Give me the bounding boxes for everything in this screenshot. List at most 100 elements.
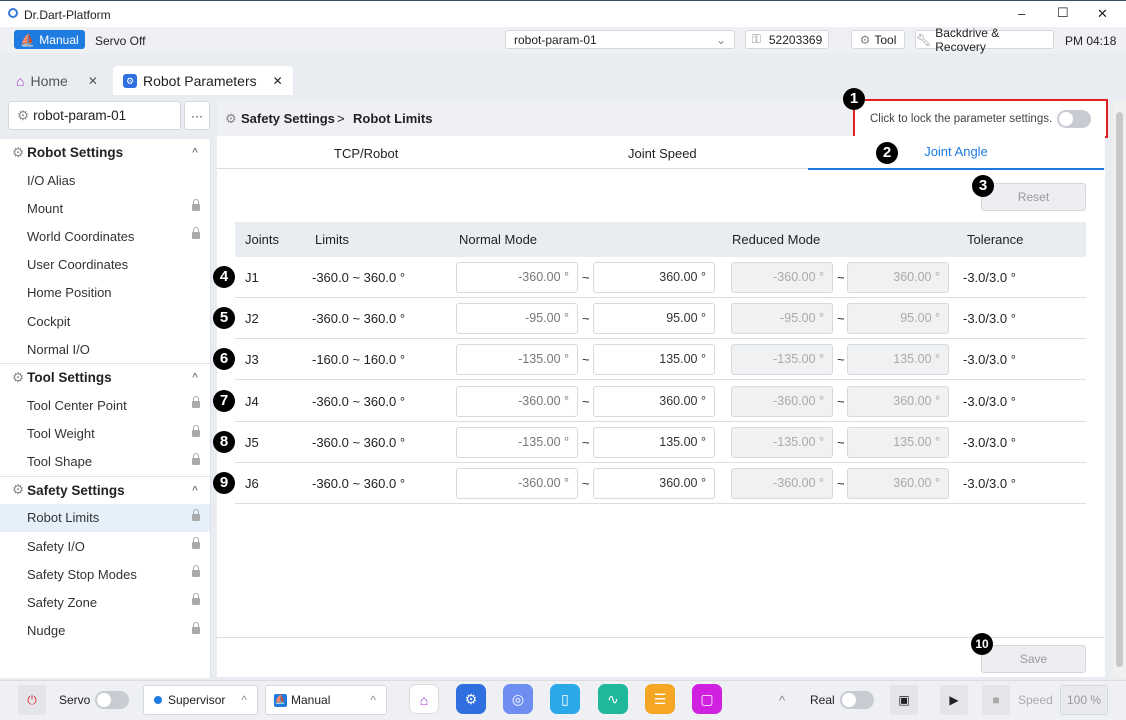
header-joints: Joints: [245, 232, 279, 247]
speed-field[interactable]: 100 %: [1060, 685, 1108, 715]
reduced-max-input[interactable]: 360.00 °: [847, 262, 949, 293]
3d-view-button[interactable]: ▣: [890, 685, 918, 715]
lock-icon: [192, 199, 200, 212]
sidebar-section[interactable]: ⚙ Tool Settings ^: [0, 363, 210, 391]
sidebar-item[interactable]: Home Position: [0, 279, 210, 307]
tool-button[interactable]: ⚙ Tool: [851, 30, 905, 49]
stop-button[interactable]: ■: [982, 685, 1010, 715]
reduced-max-input[interactable]: 360.00 °: [847, 385, 949, 417]
range-separator: ~: [582, 476, 590, 491]
sidebar-section[interactable]: ⚙ Robot Settings ^: [0, 138, 210, 166]
reduced-min-input[interactable]: -360.00 °: [731, 468, 833, 499]
sidebar-item[interactable]: Tool Shape: [0, 448, 210, 476]
normal-max-input[interactable]: 360.00 °: [593, 385, 715, 417]
subtab-tcp-robot[interactable]: TCP/Robot: [334, 146, 399, 161]
sidebar-item[interactable]: Normal I/O: [0, 335, 210, 363]
section-title: Tool Settings: [27, 370, 112, 386]
save-button[interactable]: Save: [981, 645, 1086, 673]
reset-button[interactable]: Reset: [981, 183, 1086, 211]
normal-min-input[interactable]: -95.00 °: [456, 303, 578, 335]
section-title: Robot Settings: [27, 145, 124, 160]
normal-max-input[interactable]: 135.00 °: [593, 344, 715, 376]
more-button[interactable]: ···: [184, 101, 210, 130]
lock-icon: [192, 593, 200, 606]
reduced-min-input[interactable]: -360.00 °: [731, 385, 833, 417]
close-tab-icon[interactable]: ✕: [272, 73, 283, 88]
callout-badge: 10: [971, 633, 993, 655]
sidebar-item-label: Robot Limits: [27, 510, 100, 526]
sidebar-item[interactable]: Mount: [0, 194, 210, 222]
home-app-icon[interactable]: ⌂: [409, 684, 439, 714]
chevron-up-icon[interactable]: ^: [192, 484, 198, 496]
sidebar-item[interactable]: Tool Weight: [0, 420, 210, 448]
robot-app-icon[interactable]: ⚙: [456, 684, 486, 714]
maximize-button[interactable]: ☐: [1057, 5, 1069, 20]
user-select[interactable]: Supervisor ^: [143, 685, 258, 715]
normal-max-input[interactable]: 95.00 °: [593, 303, 715, 335]
real-label: Real: [810, 693, 835, 707]
tab-home[interactable]: ⌂ Home ✕: [16, 72, 98, 89]
normal-max-input[interactable]: 135.00 °: [593, 426, 715, 458]
joint-limits: -360.0 ~ 360.0 °: [312, 393, 406, 409]
store-app-icon[interactable]: ▢: [692, 684, 722, 714]
sidebar-item-label: Nudge: [27, 623, 66, 639]
sidebar-item[interactable]: Cockpit: [0, 307, 210, 335]
normal-min-input[interactable]: -360.00 °: [456, 262, 578, 293]
scrollbar[interactable]: [1113, 100, 1126, 678]
backdrive-recovery-button[interactable]: 🔧︎ Backdrive & Recovery: [915, 26, 1054, 54]
task-app-icon[interactable]: ▯: [550, 684, 580, 714]
chevron-up-icon[interactable]: ^: [192, 372, 198, 384]
breadcrumb-section[interactable]: Safety Settings: [241, 111, 335, 126]
sidebar-item[interactable]: Safety Zone: [0, 588, 210, 616]
close-tab-icon[interactable]: ✕: [87, 73, 98, 88]
scrollbar-thumb[interactable]: [1116, 112, 1123, 667]
reduced-min-input[interactable]: -135.00 °: [731, 344, 833, 376]
param-name-field[interactable]: ⚙ robot-param-01: [8, 101, 181, 130]
sidebar-item[interactable]: Tool Center Point: [0, 391, 210, 419]
close-window-button[interactable]: ✕: [1097, 6, 1108, 21]
tab-robot-parameters[interactable]: ⚙ Robot Parameters ✕: [113, 66, 293, 95]
chevron-up-icon[interactable]: ^: [192, 147, 198, 158]
lock-toggle[interactable]: [1057, 110, 1091, 128]
sidebar-item-label: User Coordinates: [27, 257, 129, 273]
monitoring-app-icon[interactable]: ∿: [598, 684, 628, 714]
reduced-min-input[interactable]: -135.00 °: [731, 426, 833, 458]
reduced-max-input[interactable]: 95.00 °: [847, 303, 949, 335]
power-button[interactable]: ⏻: [18, 685, 46, 715]
manual-mode-button[interactable]: ⛵ Manual: [14, 30, 85, 49]
sidebar-item[interactable]: I/O Alias: [0, 166, 210, 194]
chevron-up-icon[interactable]: ^: [779, 693, 786, 708]
teach-pendant-app-icon[interactable]: ◎: [503, 684, 533, 714]
sidebar-item[interactable]: Nudge: [0, 617, 210, 645]
normal-min-input[interactable]: -135.00 °: [456, 426, 578, 458]
subtab-joint-angle[interactable]: Joint Angle: [808, 136, 1104, 170]
sidebar-item[interactable]: Safety Stop Modes: [0, 560, 210, 588]
reduced-max-input[interactable]: 135.00 °: [847, 426, 949, 458]
reduced-min-input[interactable]: -360.00 °: [731, 262, 833, 293]
sidebar-item[interactable]: User Coordinates: [0, 251, 210, 279]
real-toggle[interactable]: [840, 691, 874, 709]
servo-toggle[interactable]: [95, 691, 129, 709]
mode-select[interactable]: ⛵ Manual ^: [265, 685, 387, 715]
minimize-button[interactable]: –: [1018, 6, 1026, 21]
sidebar-item[interactable]: World Coordinates: [0, 222, 210, 250]
normal-max-input[interactable]: 360.00 °: [593, 468, 715, 499]
subtabs: TCP/Robot Joint Speed Joint Angle: [217, 136, 1105, 170]
reduced-max-input[interactable]: 135.00 °: [847, 344, 949, 376]
sidebar-item-label: World Coordinates: [27, 228, 135, 244]
sidebar-section[interactable]: ⚙ Safety Settings ^: [0, 475, 210, 504]
robot-icon: ⚙: [123, 73, 137, 88]
reduced-min-input[interactable]: -95.00 °: [731, 303, 833, 335]
robot-select[interactable]: robot-param-01 ⌄: [505, 30, 735, 49]
normal-min-input[interactable]: -360.00 °: [456, 385, 578, 417]
normal-min-input[interactable]: -360.00 °: [456, 468, 578, 499]
sidebar-item[interactable]: Robot Limits: [0, 503, 210, 533]
play-button[interactable]: ▶: [940, 685, 968, 715]
log-app-icon[interactable]: ☰: [645, 684, 675, 714]
normal-max-input[interactable]: 360.00 °: [593, 262, 715, 293]
normal-min-input[interactable]: -135.00 °: [456, 344, 578, 376]
reduced-max-input[interactable]: 360.00 °: [847, 468, 949, 499]
subtab-joint-speed[interactable]: Joint Speed: [628, 146, 697, 161]
sidebar-item[interactable]: Safety I/O: [0, 532, 210, 560]
callout-badge: 5: [213, 307, 235, 329]
